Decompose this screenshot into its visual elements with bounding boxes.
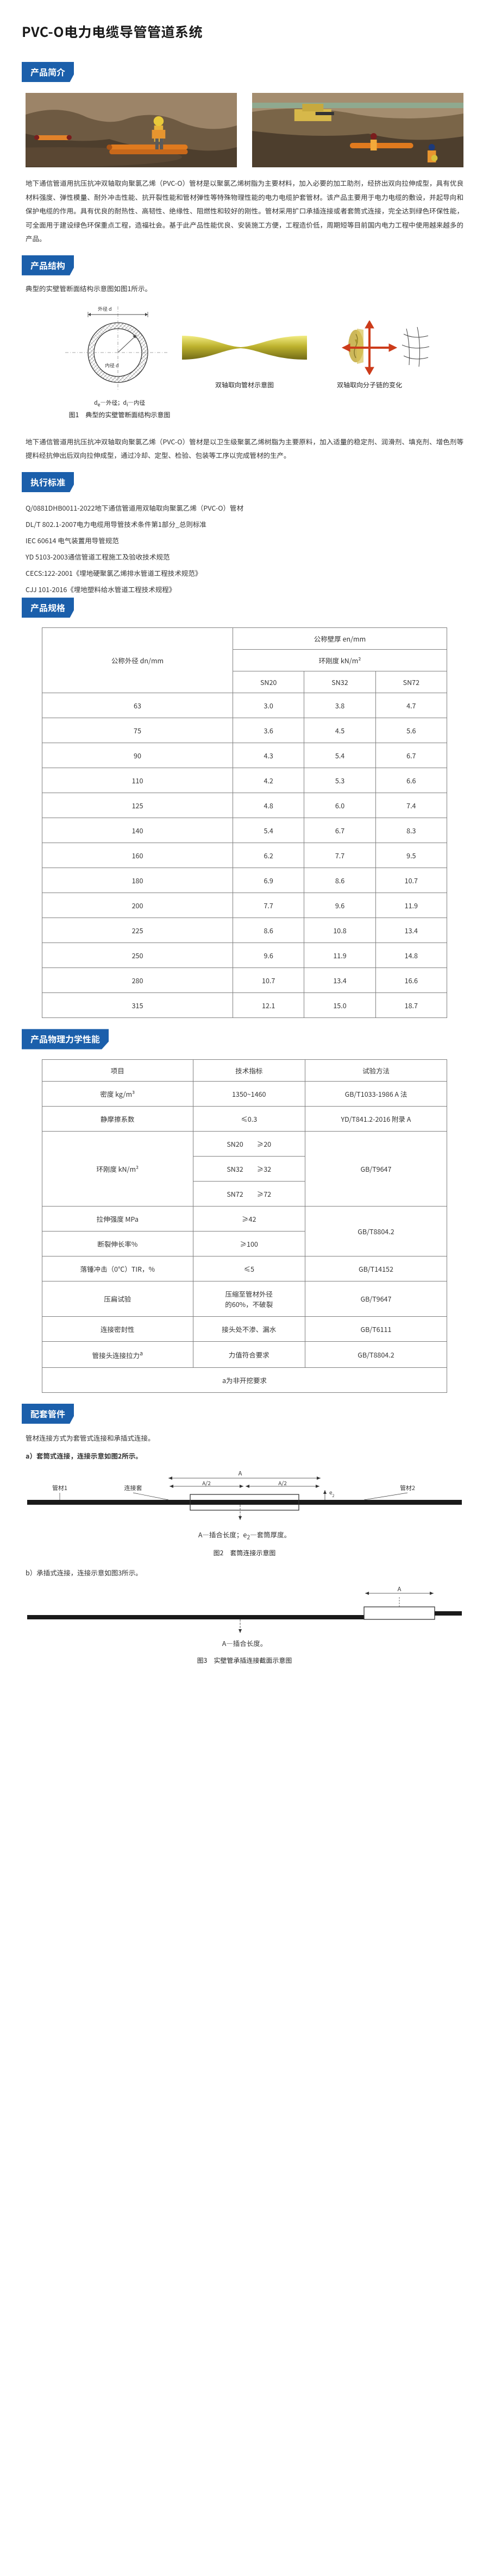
svg-text:A/2: A/2 bbox=[278, 1479, 287, 1487]
svg-text:内径 d: 内径 d bbox=[105, 362, 119, 369]
svg-text:A: A bbox=[239, 1469, 242, 1478]
svg-text:A/2: A/2 bbox=[202, 1479, 211, 1487]
svg-text:连接套: 连接套 bbox=[124, 1484, 142, 1492]
svg-text:A: A bbox=[398, 1585, 402, 1593]
svg-text:管材1: 管材1 bbox=[52, 1484, 67, 1492]
svg-text:外径 d: 外径 d bbox=[98, 305, 112, 312]
svg-text:e2: e2 bbox=[329, 1488, 335, 1499]
svg-text:管材2: 管材2 bbox=[400, 1484, 415, 1492]
